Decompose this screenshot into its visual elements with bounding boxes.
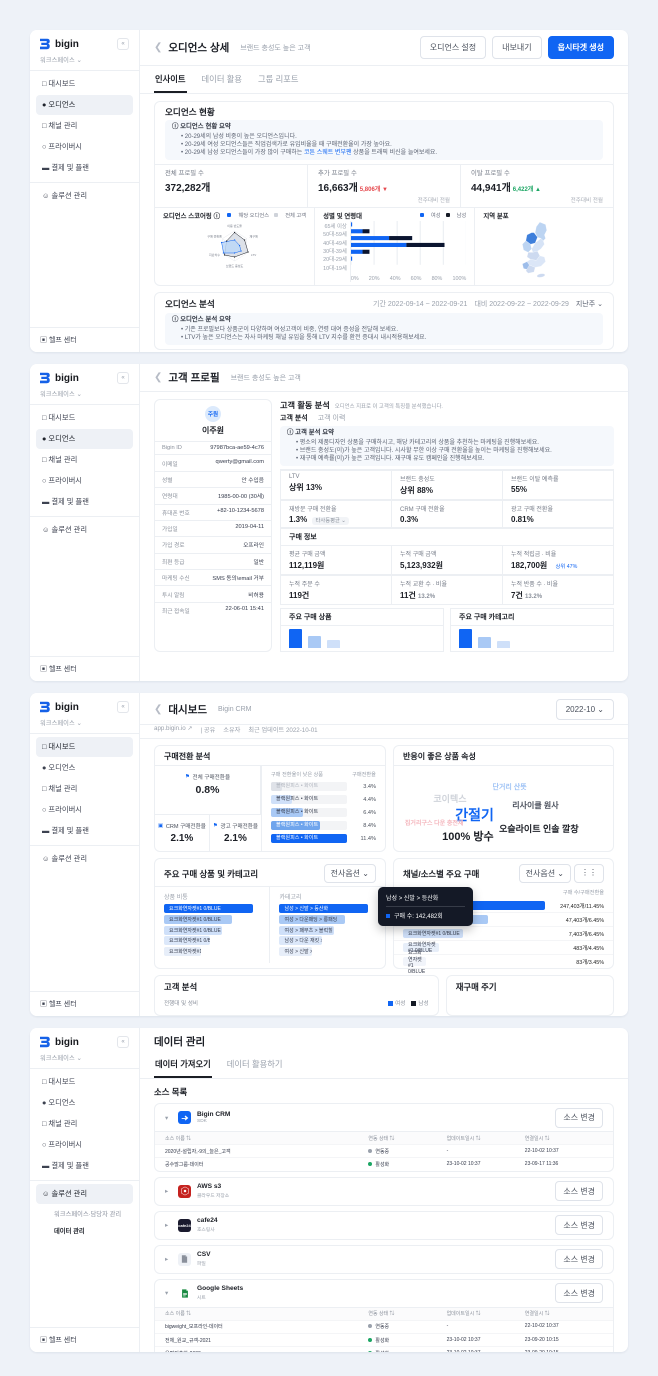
svg-text:LTV: LTV xyxy=(251,253,256,257)
svg-text:지난차수: 지난차수 xyxy=(209,252,220,257)
svg-text:구매 전환율: 구매 전환율 xyxy=(207,233,222,238)
svg-text:재구매: 재구매 xyxy=(249,233,258,238)
svg-text:브랜드 충성도: 브랜드 충성도 xyxy=(226,263,244,268)
svg-text:이용 빈도율: 이용 빈도율 xyxy=(227,223,242,228)
